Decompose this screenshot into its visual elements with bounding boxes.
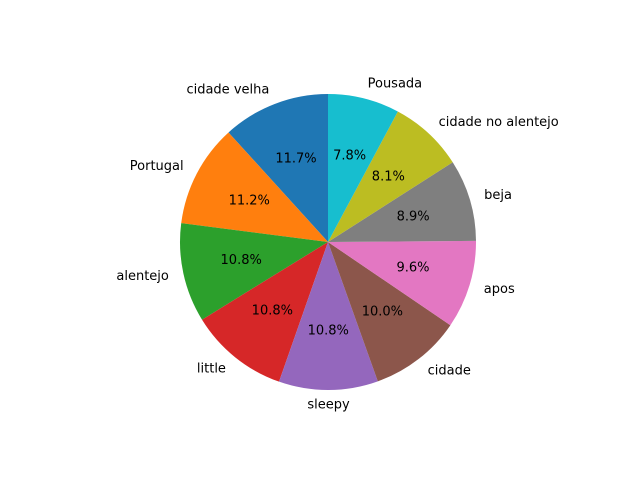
slice-label-cidade-velha: cidade velha [186, 83, 269, 98]
slice-label-little: little [197, 361, 226, 376]
slice-label-cidade: cidade [428, 363, 471, 378]
pie-slices [179, 94, 477, 390]
pie-slice-cidade [328, 242, 451, 382]
slice-label-beja: beja [484, 188, 512, 203]
pie-slice-apos [328, 240, 477, 326]
pie-slice-sleepy [279, 242, 378, 390]
slice-label-apos: apos [484, 282, 515, 297]
slice-percent-cidade: 10.0% [362, 305, 403, 320]
slice-percent-cidade-velha: 11.7% [275, 152, 316, 167]
pie-slice-cidade-velha [228, 94, 328, 242]
slice-label-portugal: Portugal [130, 159, 184, 174]
slice-percent-apos: 9.6% [396, 260, 429, 275]
pie-slice-beja [328, 162, 476, 242]
slice-percent-sleepy: 10.8% [308, 323, 349, 338]
slice-percent-alentejo: 10.8% [221, 253, 262, 268]
slice-percent-beja: 8.9% [397, 209, 430, 224]
slice-label-pousada: Pousada [368, 77, 423, 92]
slice-percent-little: 10.8% [252, 304, 293, 319]
slice-label-sleepy: sleepy [307, 397, 350, 412]
pie-slice-pousada [328, 94, 398, 242]
slice-percent-cidade-no-alentejo: 8.1% [372, 169, 405, 184]
pie-labels: cidade velha 11.7% Portugal 11.2% alentejo 10… [116, 77, 558, 413]
slice-label-cidade-no-alentejo: cidade no alentejo [439, 115, 559, 130]
pie-slice-little [202, 242, 328, 382]
pie-slice-portugal [181, 132, 328, 242]
pie-slice-cidade-no-alentejo [328, 111, 453, 242]
slice-label-alentejo: alentejo [116, 269, 169, 284]
slice-percent-portugal: 11.2% [229, 193, 270, 208]
slice-percent-pousada: 7.8% [333, 148, 366, 163]
pie-slice-alentejo [179, 223, 328, 320]
